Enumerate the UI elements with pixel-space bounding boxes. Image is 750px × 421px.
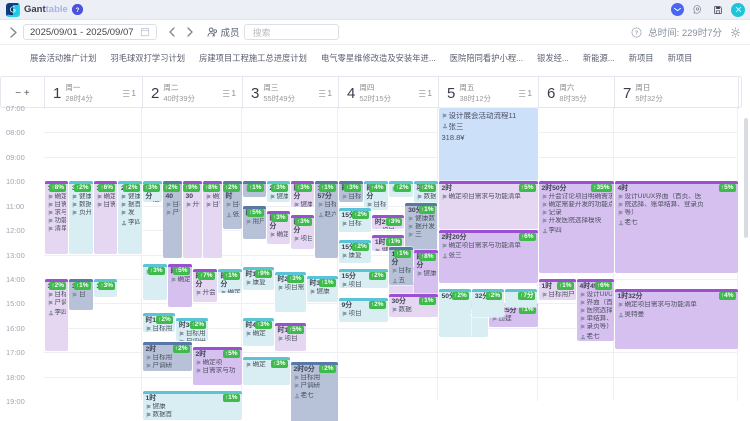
svg-text:?: ? <box>75 8 79 14</box>
svg-text:?: ? <box>635 30 639 36</box>
